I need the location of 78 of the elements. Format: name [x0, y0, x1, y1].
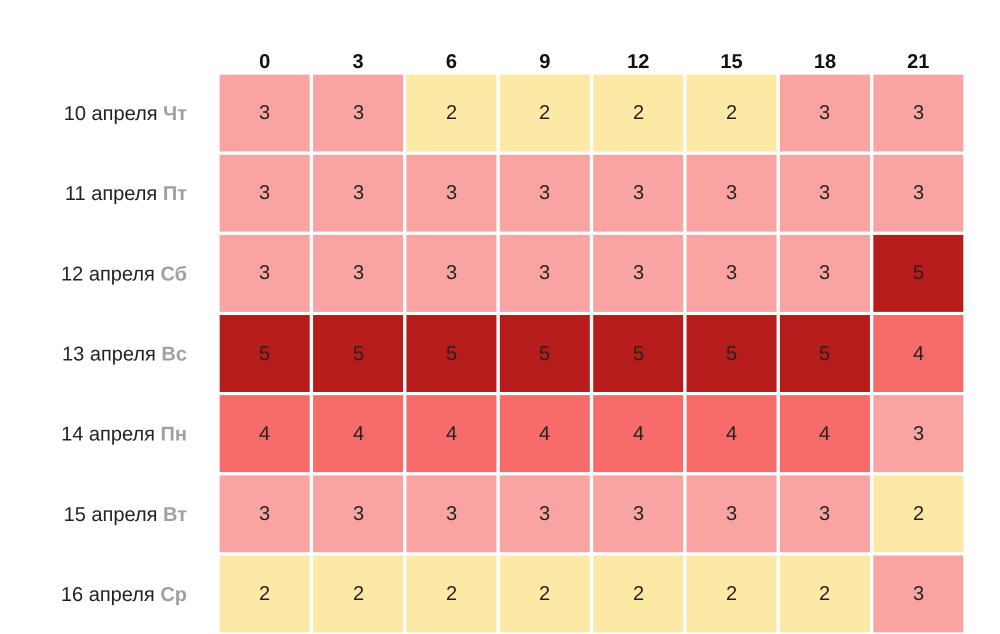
y2-tick-label: Пн	[160, 424, 187, 446]
data-label: 2	[353, 583, 364, 605]
y-tick-label: 11 апреля	[64, 183, 158, 206]
data-label: 4	[726, 423, 738, 445]
data-label: 2	[446, 583, 458, 605]
data-label: 3	[259, 182, 270, 204]
x-tick-label: 15	[720, 51, 743, 73]
data-label: 2	[633, 102, 644, 124]
data-label: 3	[446, 503, 458, 525]
data-label: 4	[539, 423, 550, 445]
data-label: 3	[446, 262, 458, 284]
data-label: 4	[819, 423, 830, 445]
data-label: 5	[539, 343, 550, 365]
data-label: 4	[353, 423, 364, 445]
data-label: 3	[913, 583, 924, 605]
data-label: 3	[259, 262, 270, 284]
x-tick-label: 21	[907, 51, 930, 73]
y-tick-label: 10 апреля	[64, 103, 158, 126]
data-label: 4	[446, 423, 458, 445]
y-tick-label: 15 апреля	[64, 504, 158, 526]
data-label: 5	[446, 343, 458, 365]
y2-tick-label: Сб	[160, 263, 187, 286]
data-label: 2	[726, 102, 738, 124]
y2-tick-label: Ср	[160, 584, 187, 606]
data-label: 3	[539, 262, 550, 284]
data-label: 2	[259, 583, 270, 605]
data-label: 3	[633, 262, 644, 284]
y-tick-label: 13 апреля	[62, 344, 156, 366]
x-tick-label: 18	[814, 51, 836, 73]
data-label: 4	[633, 423, 644, 445]
x-tick-label: 9	[539, 51, 550, 73]
data-label: 5	[353, 343, 364, 365]
data-label: 3	[259, 503, 270, 525]
data-label: 3	[633, 503, 644, 525]
data-label: 5	[913, 262, 924, 284]
data-label: 3	[353, 102, 364, 124]
data-label: 5	[726, 343, 738, 365]
y2-tick-label: Пт	[162, 183, 188, 206]
data-label: 3	[353, 262, 364, 284]
data-label: 5	[259, 343, 270, 365]
x-tick-label: 3	[352, 51, 364, 73]
data-label: 4	[259, 423, 270, 445]
y-tick-label: 14 апреля	[61, 424, 155, 446]
data-label: 2	[633, 583, 644, 605]
data-label: 3	[819, 102, 830, 124]
data-label: 2	[446, 102, 458, 124]
y2-tick-label: Вт	[163, 504, 188, 526]
data-label: 5	[819, 343, 830, 365]
data-label: 3	[913, 102, 924, 124]
data-label: 4	[913, 343, 924, 365]
data-label: 3	[819, 503, 830, 525]
y2-tick-label: Вс	[161, 344, 187, 366]
x-tick-label: 0	[259, 51, 270, 73]
data-label: 2	[539, 583, 550, 605]
y2-tick-label: Чт	[163, 103, 188, 126]
data-label: 2	[539, 102, 550, 124]
data-label: 3	[819, 262, 830, 284]
data-label: 3	[819, 182, 830, 204]
x-tick-label: 12	[627, 51, 650, 73]
data-label: 2	[913, 503, 924, 525]
data-label: 3	[726, 262, 738, 284]
data-label: 3	[726, 503, 738, 525]
data-label: 3	[539, 503, 550, 525]
y-tick-label: 16 апреля	[60, 584, 155, 606]
data-label: 2	[726, 583, 738, 605]
data-label: 3	[539, 182, 550, 204]
data-label: 3	[913, 182, 924, 204]
data-label: 2	[819, 583, 830, 605]
x-tick-label: 6	[446, 51, 458, 73]
data-label: 3	[726, 182, 738, 204]
data-label: 3	[259, 102, 270, 124]
y-tick-label: 12 апреля	[61, 263, 155, 286]
data-label: 3	[633, 182, 644, 204]
data-label: 3	[446, 182, 458, 204]
data-label: 3	[353, 503, 364, 525]
data-label: 3	[913, 423, 924, 445]
data-label: 3	[353, 182, 364, 204]
data-label: 5	[633, 343, 644, 365]
